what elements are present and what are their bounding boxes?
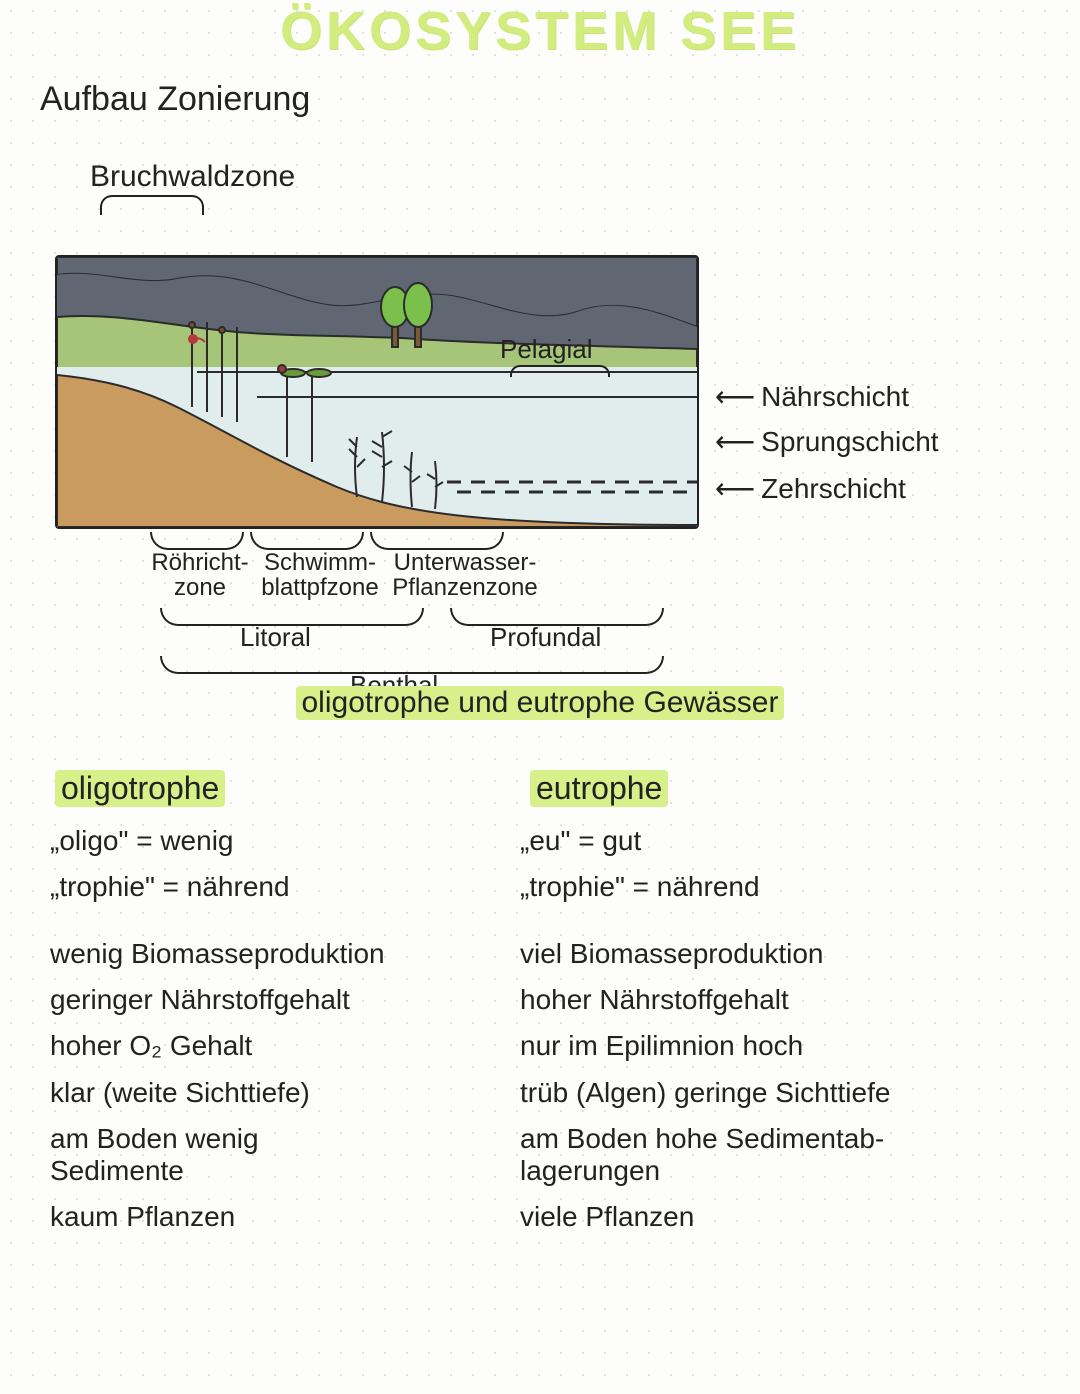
eut-item: hoher Nährstoffgehalt	[520, 984, 960, 1016]
oligo-item: kaum Pflanzen	[50, 1201, 490, 1233]
bracket-pelagial	[510, 365, 610, 377]
bracket-bruchwald	[100, 195, 204, 215]
eut-def1: „eu" = gut	[520, 820, 960, 862]
heading-oligo: oligotrophe	[55, 770, 225, 807]
eut-item: trüb (Algen) geringe Sichttiefe	[520, 1077, 960, 1109]
brace-unterwasser	[370, 532, 504, 550]
label-bruchwald: Bruchwaldzone	[90, 160, 295, 194]
oligo-def1: „oligo" = wenig	[50, 820, 490, 862]
page-title: ÖKOSYSTEM SEE	[0, 0, 1080, 62]
label-schwimm: Schwimm- blattpfzone	[250, 550, 390, 600]
section-subtitle: Aufbau Zonierung	[40, 80, 310, 119]
eut-item: viele Pflanzen	[520, 1201, 960, 1233]
eut-def2: „trophie" = nährend	[520, 866, 960, 908]
label-sprungschicht: ⟵Sprungschicht	[715, 425, 939, 458]
column-oligo: „oligo" = wenig „trophie" = nährend weni…	[50, 820, 490, 1247]
eut-item: am Boden hohe Sedimentab- lagerungen	[520, 1123, 960, 1187]
label-litoral: Litoral	[240, 624, 311, 651]
oligo-item: hoher O₂ Gehalt	[50, 1030, 490, 1062]
arrow-left-icon: ⟵	[715, 381, 755, 412]
brace-schwimm	[250, 532, 364, 550]
oligo-item: geringer Nährstoffgehalt	[50, 984, 490, 1016]
oligo-item: am Boden wenig Sedimente	[50, 1123, 490, 1187]
section-heading: oligotrophe und eutrophe Gewässer	[0, 686, 1080, 720]
arrow-left-icon: ⟵	[715, 426, 755, 457]
lake-diagram-svg	[57, 257, 697, 527]
lake-diagram	[55, 255, 699, 529]
column-eutroph: „eu" = gut „trophie" = nährend viel Biom…	[520, 820, 960, 1247]
label-naehrschicht: ⟵Nährschicht	[715, 380, 909, 413]
eut-item: viel Biomasseproduktion	[520, 938, 960, 970]
label-profundal: Profundal	[490, 624, 601, 651]
label-pelagial: Pelagial	[500, 334, 593, 365]
oligo-def2: „trophie" = nährend	[50, 866, 490, 908]
oligo-item: wenig Biomasseproduktion	[50, 938, 490, 970]
label-zehrschicht: ⟵Zehrschicht	[715, 472, 906, 505]
brace-roehricht	[150, 532, 244, 550]
label-roehricht: Röhricht- zone	[140, 550, 260, 600]
heading-eutroph: eutrophe	[530, 770, 668, 807]
arrow-left-icon: ⟵	[715, 473, 755, 504]
label-unterwasser: Unterwasser- Pflanzenzone	[380, 550, 550, 600]
eut-item: nur im Epilimnion hoch	[520, 1030, 960, 1062]
oligo-item: klar (weite Sichttiefe)	[50, 1077, 490, 1109]
